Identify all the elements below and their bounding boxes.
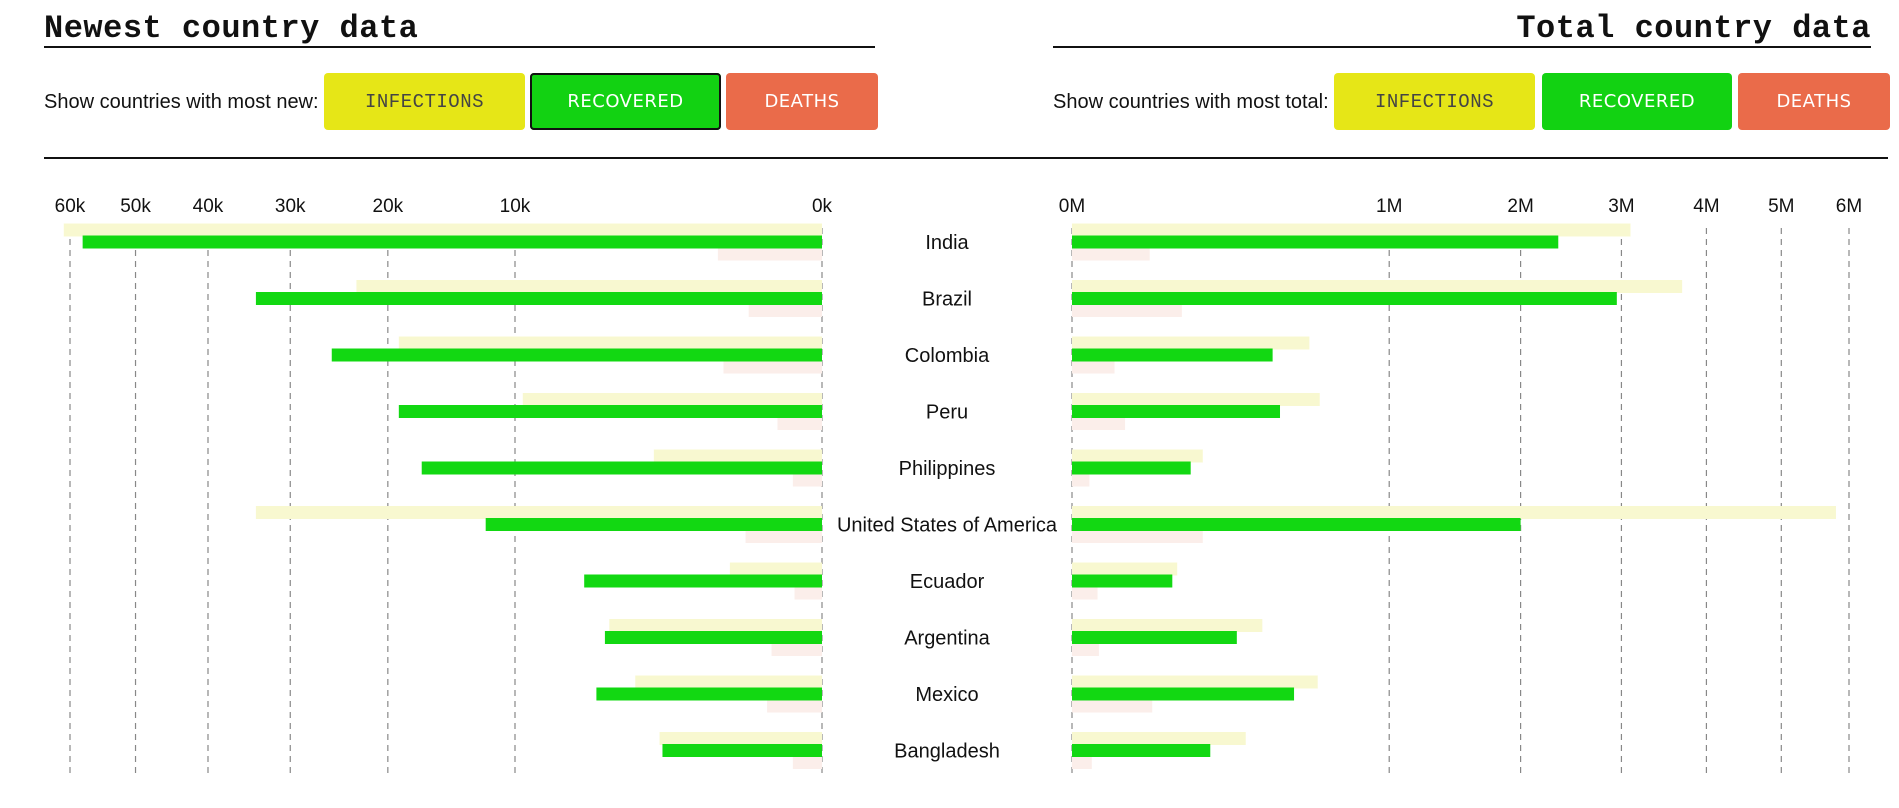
country-label: United States of America	[837, 515, 1058, 537]
left-deaths-bar	[771, 643, 822, 656]
right-recovered-bar	[1072, 574, 1173, 588]
right-deaths-bar	[1072, 699, 1153, 713]
right-recovered-button[interactable]: RECOVERED	[1542, 73, 1732, 130]
country-label: Colombia	[905, 345, 990, 367]
left-tick-label: 20k	[373, 196, 404, 217]
left-recovered-bar	[584, 574, 822, 588]
left-deaths-bar	[767, 699, 822, 713]
left-deaths-bar	[723, 360, 822, 374]
right-deaths-bar	[1072, 756, 1092, 769]
right-recovered-bar	[1072, 461, 1191, 475]
left-tick-label: 30k	[275, 196, 306, 217]
right-deaths-bar	[1072, 360, 1115, 374]
left-recovered-bar	[604, 631, 822, 644]
right-tick-label: 3M	[1608, 196, 1634, 217]
right-infections-bar	[1072, 449, 1203, 463]
right-recovered-bar	[1072, 348, 1273, 362]
left-recovered-bar	[485, 518, 822, 531]
right-infections-button[interactable]: INFECTIONS	[1334, 73, 1535, 130]
right-infections-bar	[1072, 619, 1263, 632]
right-infections-bar	[1072, 506, 1836, 519]
left-deaths-bar	[717, 247, 822, 261]
left-recovered-button[interactable]: RECOVERED	[530, 73, 721, 130]
left-infections-bar	[398, 336, 822, 350]
right-recovered-bar	[1072, 631, 1237, 644]
left-recovered-bar	[596, 687, 822, 701]
right-infections-bar	[1072, 562, 1178, 576]
right-tick-label: 6M	[1836, 196, 1862, 217]
right-recovered-bar	[1072, 687, 1295, 701]
country-label: Philippines	[899, 458, 996, 480]
left-recovered-bar	[82, 235, 823, 249]
right-infections-bar	[1072, 280, 1683, 293]
right-recovered-bar	[1072, 518, 1521, 531]
right-deaths-bar	[1072, 304, 1182, 317]
right-tick-label: 4M	[1693, 196, 1719, 217]
left-infections-bar	[63, 223, 823, 237]
right-recovered-bar	[1072, 405, 1281, 418]
right-infections-bar	[1072, 336, 1310, 350]
left-recovered-bar	[255, 292, 822, 305]
left-infections-bar	[659, 732, 822, 745]
right-panel-title: Total country data	[1516, 10, 1871, 47]
left-tick-label: 40k	[193, 196, 224, 217]
right-deaths-bar	[1072, 586, 1098, 600]
left-infections-bar	[255, 506, 822, 519]
right-deaths-bar	[1072, 247, 1150, 261]
right-infections-bar	[1072, 675, 1318, 689]
left-tick-label: 60k	[55, 196, 86, 217]
left-recovered-bar	[331, 348, 822, 362]
left-prompt-label: Show countries with most new:	[44, 91, 319, 113]
left-infections-bar	[522, 393, 822, 406]
left-tick-label: 10k	[500, 196, 531, 217]
right-deaths-bar	[1072, 643, 1099, 656]
right-tick-label: 2M	[1507, 196, 1533, 217]
right-infections-bar	[1072, 393, 1320, 406]
left-panel-title: Newest country data	[44, 10, 419, 47]
left-infections-bar	[356, 280, 822, 293]
left-deaths-bar	[745, 530, 822, 543]
left-deaths-button[interactable]: DEATHS	[726, 73, 878, 130]
right-recovered-bar	[1072, 235, 1559, 249]
left-tick-label: 0k	[812, 196, 833, 217]
right-tick-label: 1M	[1376, 196, 1402, 217]
right-deaths-bar	[1072, 530, 1203, 543]
left-infections-bar	[635, 675, 822, 689]
left-infections-bar	[653, 449, 822, 463]
country-label: Peru	[926, 402, 968, 424]
country-label: Brazil	[922, 289, 972, 311]
left-recovered-bar	[398, 405, 822, 418]
right-recovered-bar	[1072, 744, 1211, 757]
left-deaths-bar	[794, 586, 822, 600]
country-bar-charts: 60k 50k 40k 30k 20k 10k 0k 0M 1M 2M 3M 4M 5M 6M India B…	[55, 196, 1862, 776]
country-label: Mexico	[915, 684, 978, 706]
left-title-underline	[44, 46, 875, 48]
left-infections-bar	[729, 562, 822, 576]
right-tick-label: 5M	[1768, 196, 1794, 217]
section-divider	[44, 157, 1888, 159]
right-recovered-bar	[1072, 292, 1617, 305]
right-deaths-bar	[1072, 417, 1126, 430]
left-deaths-bar	[792, 756, 822, 769]
country-label: Argentina	[904, 628, 990, 650]
right-tick-label: 0M	[1059, 196, 1085, 217]
country-label: Ecuador	[910, 571, 985, 593]
left-deaths-bar	[777, 417, 822, 430]
right-deaths-button[interactable]: DEATHS	[1738, 73, 1890, 130]
country-label: Bangladesh	[894, 741, 1000, 763]
left-deaths-bar	[792, 473, 822, 487]
left-tick-label: 50k	[120, 196, 151, 217]
right-prompt-label: Show countries with most total:	[1053, 91, 1329, 113]
left-deaths-bar	[748, 304, 822, 317]
left-infections-button[interactable]: INFECTIONS	[324, 73, 525, 130]
left-recovered-bar	[662, 744, 822, 757]
left-recovered-bar	[421, 461, 822, 475]
right-infections-bar	[1072, 732, 1246, 745]
right-infections-bar	[1072, 223, 1631, 237]
country-label: India	[925, 232, 969, 254]
right-deaths-bar	[1072, 473, 1090, 487]
right-title-underline	[1053, 46, 1871, 48]
left-infections-bar	[609, 619, 822, 632]
